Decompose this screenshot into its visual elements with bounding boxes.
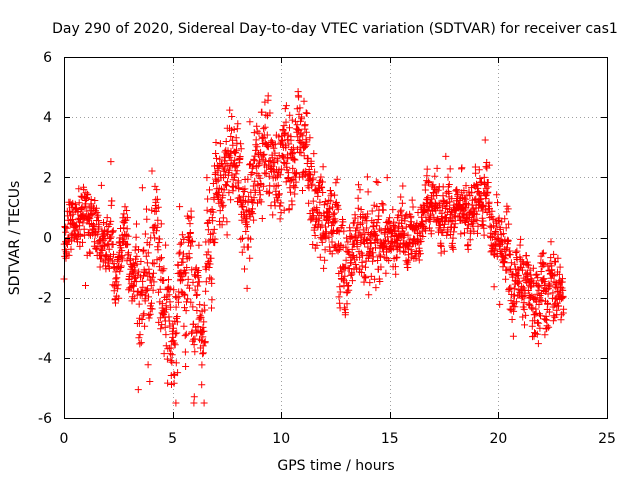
x-tick-label: 15 (381, 431, 399, 447)
y-tick-label: -6 (38, 411, 52, 427)
y-tick-label: 2 (43, 170, 52, 186)
axis-ticks (64, 57, 608, 419)
y-tick-label: 0 (43, 231, 52, 247)
y-tick-label: 6 (43, 50, 52, 66)
chart-title: Day 290 of 2020, Sidereal Day-to-day VTE… (52, 21, 618, 37)
x-tick-label: 25 (598, 431, 616, 447)
x-tick-labels: 0 5 10 15 20 25 (60, 431, 616, 447)
y-tick-label: -2 (38, 291, 52, 307)
x-tick-label: 10 (272, 431, 290, 447)
y-tick-labels: -6 -4 -2 0 2 4 6 (38, 50, 52, 427)
x-tick-label: 5 (168, 431, 177, 447)
y-axis-label: SDTVAR / TECUs (7, 181, 23, 296)
x-tick-label: 20 (489, 431, 507, 447)
x-tick-label: 0 (60, 431, 69, 447)
y-tick-label: 4 (43, 110, 52, 126)
x-axis-label: GPS time / hours (277, 458, 394, 474)
y-tick-label: -4 (38, 351, 52, 367)
